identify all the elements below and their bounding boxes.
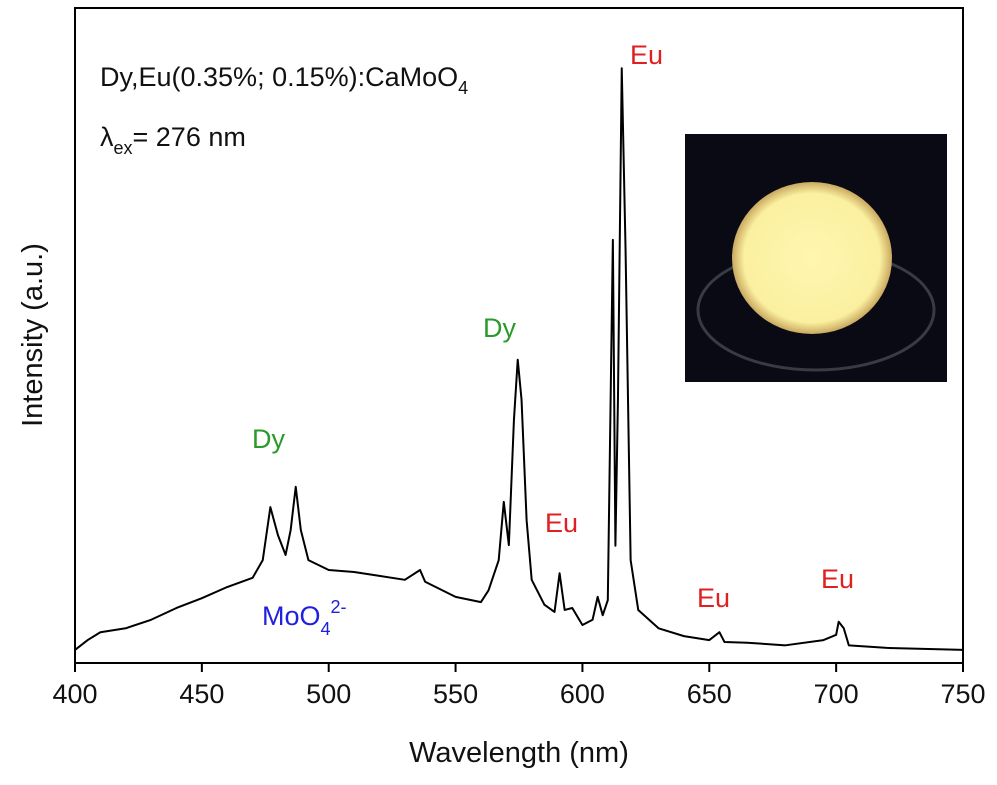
- excitation-label: λex= 276 nm: [100, 122, 246, 158]
- y-axis-label: Intensity (a.u.): [17, 243, 49, 427]
- page: {"chart_data": { "type": "line", "x_labe…: [0, 0, 997, 785]
- x-tick-label: 700: [814, 679, 859, 709]
- ex-text: = 276 nm: [133, 122, 246, 152]
- ex-symbol: λ: [100, 122, 114, 152]
- annotation-text: Dy: [252, 424, 285, 454]
- annotation-text: Dy: [483, 313, 516, 343]
- x-tick-label: 450: [179, 679, 224, 709]
- annotation: Eu: [821, 564, 854, 594]
- annotation: MoO42-: [262, 597, 347, 639]
- x-tick-label: 400: [52, 679, 97, 709]
- annotation-text: Eu: [545, 508, 578, 538]
- chart: Dy,Eu(0.35%; 0.15%):CaMoO4 λex= 276 nm W…: [0, 0, 997, 785]
- annotation-text: Eu: [697, 583, 730, 613]
- annotation: Dy: [252, 424, 285, 454]
- ex-sub: ex: [114, 138, 133, 158]
- x-tick-label: 600: [560, 679, 605, 709]
- annotation-text: Eu: [821, 564, 854, 594]
- annotation: Eu: [630, 40, 663, 70]
- annotation: Dy: [483, 313, 516, 343]
- x-tick-label: 550: [433, 679, 478, 709]
- annotation-text: MoO: [262, 601, 321, 631]
- x-tick-label: 750: [940, 679, 985, 709]
- annotation-sup: 2-: [331, 597, 347, 617]
- sample-text: Dy,Eu(0.35%; 0.15%):CaMoO: [100, 62, 458, 92]
- annotation: Eu: [697, 583, 730, 613]
- annotation-text: Eu: [630, 40, 663, 70]
- x-tick-label: 500: [306, 679, 351, 709]
- x-tick-label: 650: [687, 679, 732, 709]
- sample-sub: 4: [458, 78, 468, 98]
- x-axis-label: Wavelength (nm): [409, 737, 629, 769]
- annotation-sub: 4: [321, 619, 331, 639]
- sample-label: Dy,Eu(0.35%; 0.15%):CaMoO4: [100, 62, 468, 98]
- inset-photo: [685, 134, 947, 382]
- annotation: Eu: [545, 508, 578, 538]
